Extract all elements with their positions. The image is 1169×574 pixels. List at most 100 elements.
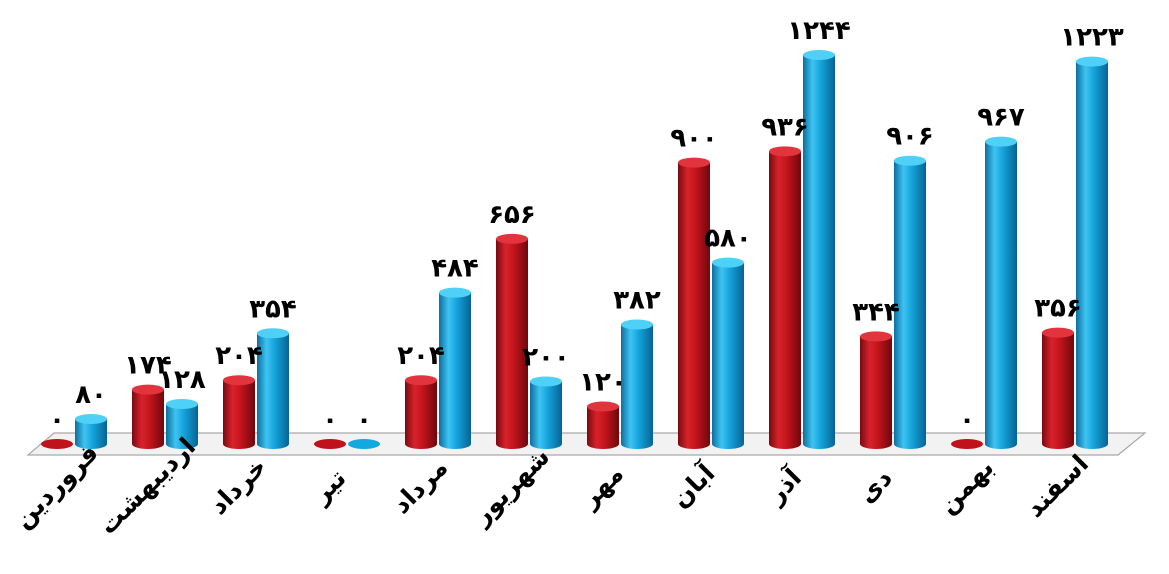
data-label: ۰ [356,405,372,435]
bar-cap [223,375,255,386]
bar-cap [41,439,73,449]
data-label: ۱۲۸ [158,365,206,395]
bar [894,155,926,450]
data-label: ۲۰۴ [215,341,263,371]
bar-cap [860,331,892,342]
data-label: ۳۴۴ [852,297,900,327]
category-label: بهمن [933,453,1000,520]
bar-body [712,262,744,449]
category-label: دی [852,463,898,509]
bar-cap [1042,327,1074,338]
bar [803,50,835,450]
bar-cap [712,257,744,268]
data-label: ۱۲۴۴ [787,16,850,46]
data-label: ۹۶۷ [977,103,1025,133]
bar-cap [621,319,653,330]
bar-body [405,380,437,449]
bar [132,384,164,449]
bar-body [894,160,926,450]
bar [712,257,744,449]
bar-cap [985,136,1017,147]
bar-cap [132,384,164,395]
data-label: ۳۵۶ [1034,294,1082,324]
data-label: ۲۰۴ [397,341,445,371]
bar-body [132,389,164,449]
bar-body [621,324,653,449]
bar [530,376,562,449]
bar-body [587,406,619,449]
bar-cap [678,157,710,168]
data-label: ۱۷۴ [124,351,172,381]
data-label: ۱۲۰ [579,367,627,397]
data-label: ۲۰۰ [522,342,570,372]
bar-cap [314,439,346,449]
bar-cap [587,401,619,412]
bar-cap [348,439,380,449]
bar [621,319,653,449]
bar-cap [166,398,198,409]
bar-cap [439,287,471,298]
bar [496,233,528,449]
bar-body [1042,332,1074,449]
bar-cap [75,413,107,424]
bar [678,157,710,449]
bar [769,146,801,449]
data-label: ۵۸۰ [704,224,752,254]
bar-cap [405,375,437,386]
bar [405,375,437,449]
bar [223,375,255,449]
bar [860,331,892,449]
bar-cap [803,50,835,61]
data-label: ۰ [959,405,975,435]
bar-body [257,333,289,449]
category-label: آذر [759,461,808,510]
bar [587,401,619,449]
bar-body [678,162,710,449]
bar-cap [951,439,983,449]
data-label: ۰ [49,405,65,435]
bar-cap [769,146,801,157]
bar-body [75,418,107,449]
data-label: ۹۰۶ [886,122,934,152]
data-label: ۳۸۲ [613,286,661,316]
category-label: خرداد [204,452,273,521]
bar-body [439,292,471,449]
bar-body [803,55,835,450]
data-label: ۳۵۴ [249,294,297,324]
bar-cap [257,328,289,339]
bar-body [496,238,528,449]
bar-body [860,336,892,449]
data-label: ۱۲۲۳ [1060,23,1124,53]
bar [439,287,471,449]
bar-cap [530,376,562,387]
data-label: ۶۵۶ [488,200,536,230]
category-label: آبان [665,457,722,514]
bar-group [41,50,1108,450]
data-label: ۰ [322,405,338,435]
bar-cap [894,155,926,166]
bar [41,439,73,449]
bar-cap [496,233,528,244]
category-label: اسفند [1020,449,1094,523]
bar [75,413,107,449]
bar [985,136,1017,450]
bar [348,439,380,449]
category-label: تیر [305,463,352,510]
bar-body [530,381,562,449]
bar-body [1076,61,1108,449]
bar-body [223,380,255,449]
bar-body [769,151,801,449]
category-label: مهر [574,459,630,515]
bar [314,439,346,449]
bar [1076,56,1108,449]
data-label: ۴۸۴ [431,254,479,284]
bar [951,439,983,449]
bar [166,398,198,449]
bar-cap [1076,56,1108,67]
bar-body [985,141,1017,450]
bar [1042,327,1074,449]
bar [257,328,289,449]
data-label: ۹۳۶ [761,112,809,142]
